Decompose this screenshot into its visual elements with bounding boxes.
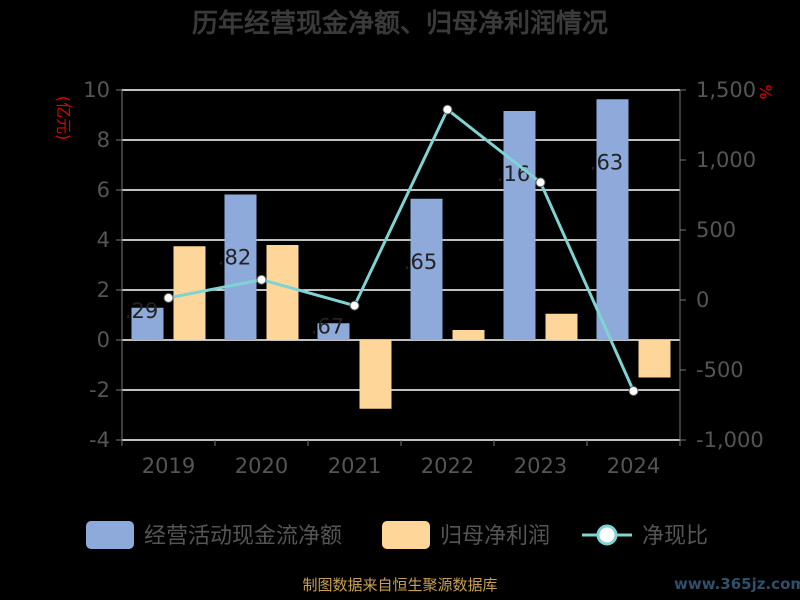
legend-label: 经营活动现金流净额 — [144, 524, 342, 549]
source-note: 制图数据来自恒生聚源数据库 — [302, 576, 497, 594]
ratio-point — [442, 104, 453, 115]
x-tick-label: 2019 — [142, 454, 195, 478]
chart-title: 历年经营现金净额、归母净利润情况 — [192, 8, 608, 39]
grid-lines — [122, 89, 680, 441]
x-tick-label: 2023 — [514, 454, 567, 478]
y-right-label: % — [756, 84, 775, 99]
y-right-tick-label: 1,500 — [696, 78, 756, 102]
y-left-tick-label: -2 — [89, 378, 110, 402]
y-right-tick-label: 500 — [696, 218, 736, 242]
x-tick-label: 2022 — [421, 454, 474, 478]
ratio-point — [349, 300, 360, 311]
ratio-point — [163, 292, 174, 303]
legend-swatch — [86, 521, 134, 549]
legend-marker — [596, 524, 618, 546]
line-group — [163, 104, 639, 396]
bar-data-label: .82 — [218, 246, 251, 270]
bar-data-label: .63 — [590, 150, 623, 174]
y-right-tick-label: -1,000 — [696, 428, 764, 452]
y-left-tick-label: 4 — [97, 228, 110, 252]
y-right-tick-label: -500 — [696, 358, 744, 382]
legend-label: 净现比 — [642, 524, 708, 549]
ratio-point — [628, 386, 639, 396]
x-tick-label: 2024 — [607, 454, 660, 478]
bar-cashflow — [410, 198, 443, 340]
bar-cashflow — [224, 194, 257, 340]
bar-profit — [638, 340, 671, 378]
bar-profit — [359, 340, 392, 409]
bar-profit — [452, 330, 485, 340]
y-left-tick-label: 0 — [97, 328, 110, 352]
bar-data-label: .29 — [125, 299, 158, 323]
y-left-tick-label: 10 — [83, 78, 110, 102]
y-left-tick-label: -4 — [89, 428, 110, 452]
y-left-tick-label: 8 — [97, 128, 110, 152]
x-tick-label: 2020 — [235, 454, 288, 478]
watermark: www.365jz.com — [674, 575, 800, 593]
bar-profit — [545, 313, 578, 340]
ratio-point — [535, 177, 546, 188]
y-left-tick-label: 2 — [97, 278, 110, 302]
legend-swatch — [382, 521, 430, 549]
bar-cashflow — [131, 307, 164, 340]
ratio-point — [256, 274, 267, 285]
y-left-label: (亿元) — [54, 96, 73, 141]
bar-data-label: .65 — [404, 250, 437, 274]
bar-profit — [266, 245, 299, 340]
bar-cashflow — [596, 99, 629, 340]
bars-group: .29 .82 .67 .65 .16 .63 — [125, 99, 671, 409]
bar-data-label: .16 — [497, 162, 530, 186]
y-right-tick-label: 1,000 — [696, 148, 756, 172]
bar-data-label: .67 — [311, 314, 344, 338]
ratio-line — [168, 107, 635, 392]
x-tick-label: 2021 — [328, 454, 381, 478]
legend: 经营活动现金流净额 归母净利润 净现比 — [86, 521, 708, 549]
axes-group: 10 8 6 4 2 0 -2 -4 1,500 1,000 500 0 -500 -1,000 2019 2… — [83, 78, 763, 478]
legend-label: 归母净利润 — [440, 524, 550, 549]
bar-cashflow — [317, 323, 350, 340]
y-right-tick-label: 0 — [696, 288, 709, 312]
y-left-tick-label: 6 — [97, 178, 110, 202]
bar-cashflow — [503, 111, 536, 340]
